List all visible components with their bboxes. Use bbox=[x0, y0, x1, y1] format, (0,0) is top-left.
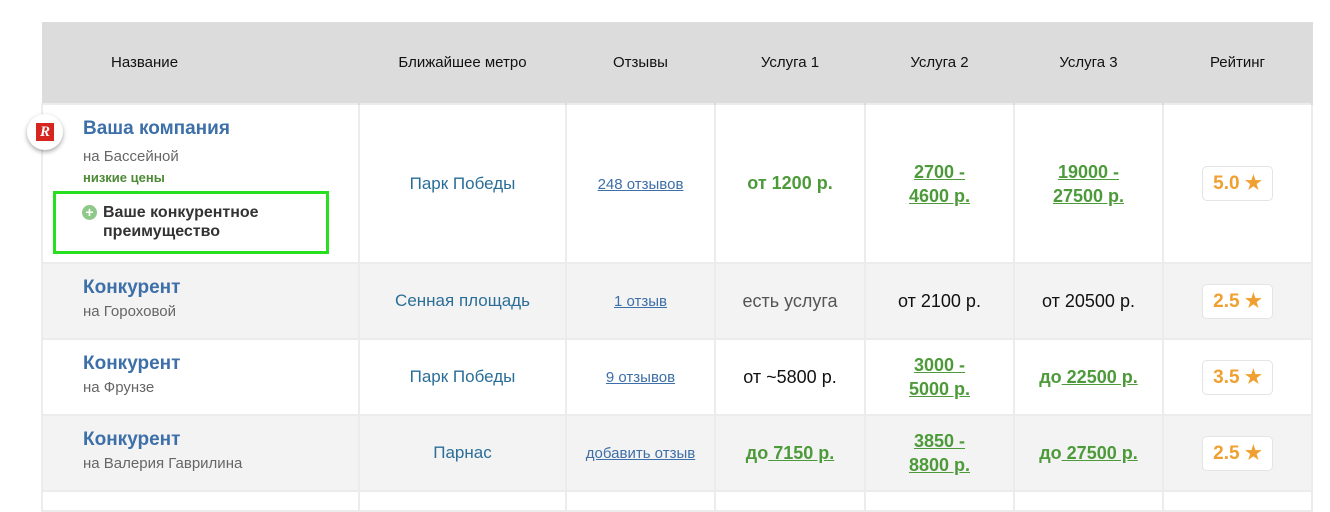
metro-link[interactable]: Парк Победы bbox=[409, 367, 516, 386]
metro-link[interactable]: Сенная площадь bbox=[395, 291, 530, 310]
price[interactable]: 22500 р. bbox=[1061, 367, 1138, 387]
reviews-cell: добавить отзыв bbox=[565, 414, 716, 492]
reviews-link[interactable]: 248 отзывов bbox=[597, 175, 684, 193]
service-cell: от ~5800 р. bbox=[714, 338, 866, 416]
service-cell: до 7150 р. bbox=[714, 414, 866, 492]
rating-cell: 2.5 ★ bbox=[1162, 414, 1313, 492]
rating-value: 5.0 bbox=[1213, 173, 1240, 194]
star-icon: ★ bbox=[1244, 173, 1262, 194]
service-cell: от 20500 р. bbox=[1013, 262, 1164, 340]
comparison-table: Название Ближайшее метро Отзывы Услуга 1… bbox=[41, 22, 1313, 512]
price[interactable]: 7150 р. bbox=[768, 443, 835, 463]
rating-badge: 5.0 ★ bbox=[1202, 166, 1273, 201]
header-row: Название Ближайшее метро Отзывы Услуга 1… bbox=[42, 22, 1313, 104]
rating-cell: 5.0 ★ bbox=[1162, 103, 1313, 264]
rating-value: 2.5 bbox=[1213, 290, 1240, 312]
rating-badge: 3.5 ★ bbox=[1202, 359, 1273, 395]
price-prefix: до bbox=[1039, 443, 1062, 463]
price: от ~5800 р. bbox=[743, 366, 837, 387]
price-prefix: до bbox=[1039, 367, 1062, 387]
metro-link[interactable]: Парнас bbox=[433, 443, 492, 462]
company-address: на Бассейной bbox=[83, 148, 179, 165]
header-rating: Рейтинг bbox=[1163, 22, 1313, 104]
service-cell: от 1200 р. bbox=[714, 103, 866, 264]
table-row bbox=[41, 490, 1313, 512]
header-service-2: Услуга 2 bbox=[865, 22, 1015, 104]
reviews-link[interactable]: 1 отзыв bbox=[613, 293, 668, 310]
header-name: Название bbox=[42, 22, 360, 104]
service-cell: до 27500 р. bbox=[1013, 414, 1164, 492]
company-name-link[interactable]: Конкурент bbox=[83, 353, 181, 374]
company-name-link[interactable]: Конкурент bbox=[83, 277, 181, 298]
price[interactable]: 19000 - 27500 р. bbox=[1052, 161, 1125, 206]
table-row: Конкурент на Валерия Гаврилина Парнас до… bbox=[41, 414, 1313, 492]
table-row: Конкурент на Фрунзе Парк Победы 9 отзыво… bbox=[41, 338, 1313, 416]
service-cell: 19000 - 27500 р. bbox=[1013, 103, 1164, 264]
price: есть услуга bbox=[742, 290, 838, 311]
price[interactable]: 3850 - 8800 р. bbox=[908, 431, 971, 475]
plus-circle-icon: + bbox=[82, 205, 97, 220]
table-row: Конкурент на Гороховой Сенная площадь 1 … bbox=[41, 262, 1313, 340]
metro-cell: Сенная площадь bbox=[358, 262, 567, 340]
reviews-link[interactable]: 9 отзывов bbox=[605, 369, 676, 386]
advantage-box: + Ваше конкурентное преимущество bbox=[53, 191, 329, 254]
service-cell: от 2100 р. bbox=[864, 262, 1015, 340]
star-icon: ★ bbox=[1244, 366, 1262, 388]
rating-value: 2.5 bbox=[1213, 442, 1240, 464]
header-reviews: Отзывы bbox=[566, 22, 716, 104]
service-cell: 3000 - 5000 р. bbox=[864, 338, 1015, 416]
service-cell: до 22500 р. bbox=[1013, 338, 1164, 416]
price[interactable]: 2700 - 4600 р. bbox=[908, 161, 971, 206]
star-icon: ★ bbox=[1244, 442, 1262, 464]
name-cell: Ваша компания на Бассейной низкие цены +… bbox=[41, 103, 360, 264]
star-icon: ★ bbox=[1244, 290, 1262, 312]
price: от 1200 р. bbox=[747, 173, 833, 193]
header-service-3: Услуга 3 bbox=[1014, 22, 1164, 104]
company-name-link[interactable]: Конкурент bbox=[83, 429, 181, 450]
rating-badge: 2.5 ★ bbox=[1202, 283, 1273, 319]
rating-cell: 2.5 ★ bbox=[1162, 262, 1313, 340]
reviews-cell: 1 отзыв bbox=[565, 262, 716, 340]
name-cell: Конкурент на Валерия Гаврилина bbox=[41, 414, 360, 492]
logo-mark: R bbox=[36, 123, 54, 141]
company-tag: низкие цены bbox=[83, 170, 165, 185]
reviews-link[interactable]: добавить отзыв bbox=[585, 445, 696, 462]
reviews-cell: 9 отзывов bbox=[565, 338, 716, 416]
service-cell: 3850 - 8800 р. bbox=[864, 414, 1015, 492]
header-service-1: Услуга 1 bbox=[715, 22, 866, 104]
header-metro: Ближайшее метро bbox=[359, 22, 567, 104]
rating-value: 3.5 bbox=[1213, 366, 1240, 388]
rating-badge: 2.5 ★ bbox=[1202, 435, 1273, 471]
company-address: на Фрунзе bbox=[83, 379, 155, 396]
rating-cell: 3.5 ★ bbox=[1162, 338, 1313, 416]
price: от 2100 р. bbox=[898, 290, 981, 311]
metro-link[interactable]: Парк Победы bbox=[409, 173, 516, 193]
company-address: на Гороховой bbox=[83, 303, 176, 320]
company-address: на Валерия Гаврилина bbox=[83, 455, 243, 472]
name-cell: Конкурент на Гороховой bbox=[41, 262, 360, 340]
metro-cell: Парк Победы bbox=[358, 338, 567, 416]
company-name-link[interactable]: Ваша компания bbox=[83, 118, 230, 139]
service-cell: есть услуга bbox=[714, 262, 866, 340]
price[interactable]: 27500 р. bbox=[1061, 443, 1138, 463]
company-logo: R bbox=[27, 114, 63, 150]
price-prefix: до bbox=[745, 443, 769, 463]
advantage-text: Ваше конкурентное преимущество bbox=[103, 204, 259, 240]
name-cell: Конкурент на Фрунзе bbox=[41, 338, 360, 416]
metro-cell: Парк Победы bbox=[358, 103, 567, 264]
price: от 20500 р. bbox=[1042, 290, 1135, 311]
reviews-cell: 248 отзывов bbox=[565, 103, 716, 264]
table-row: Ваша компания на Бассейной низкие цены +… bbox=[41, 103, 1313, 264]
metro-cell: Парнас bbox=[358, 414, 567, 492]
price[interactable]: 3000 - 5000 р. bbox=[908, 355, 971, 399]
service-cell: 2700 - 4600 р. bbox=[864, 103, 1015, 264]
